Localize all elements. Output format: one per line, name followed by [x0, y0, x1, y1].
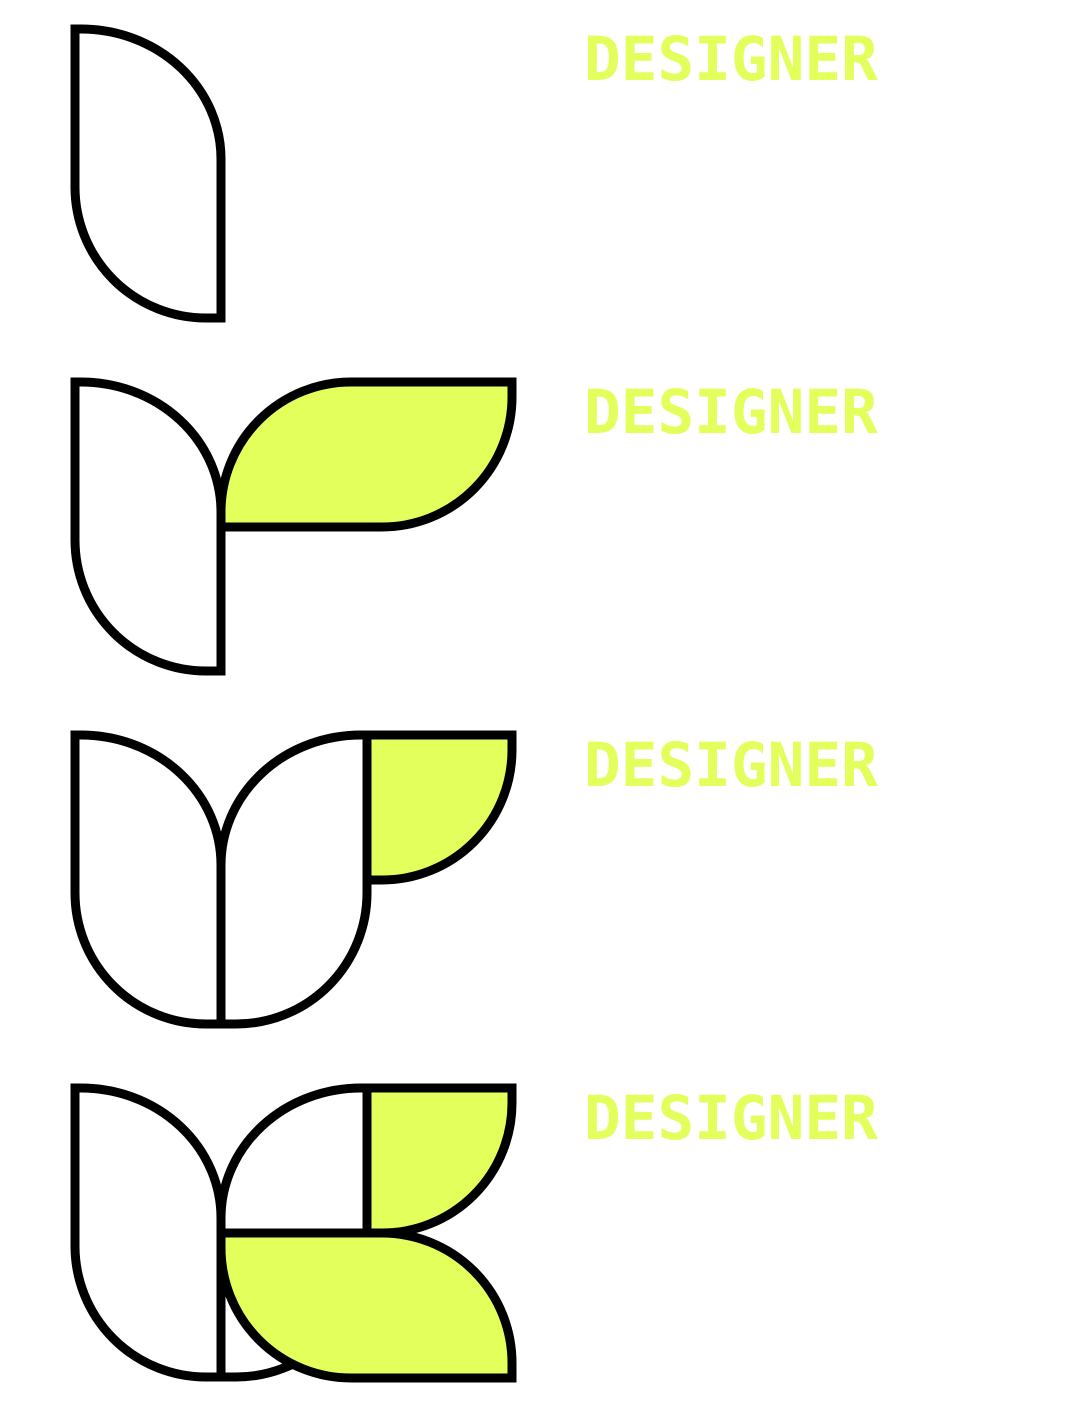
leaf-shape [70, 377, 226, 676]
bottom-petal-shape [216, 1228, 517, 1383]
petal-shape [216, 377, 517, 532]
designer-wordmark: DESIGNER [584, 730, 878, 801]
logo-row-2-mark [70, 377, 517, 676]
quarter-petal-shape [362, 1083, 517, 1238]
leaf-shape [70, 730, 226, 1029]
designer-wordmark: DESIGNER [584, 377, 878, 448]
leaf-shape [70, 24, 226, 323]
logo-row-4-mark [70, 1083, 517, 1383]
leaf-shape [70, 1083, 226, 1382]
mirrored-leaf-shape [216, 730, 372, 1029]
logo-row-1-mark [70, 24, 226, 323]
quarter-petal-shape [362, 730, 517, 885]
logo-row-3-mark [70, 730, 517, 1029]
designer-wordmark: DESIGNER [584, 24, 878, 95]
designer-wordmark: DESIGNER [584, 1083, 878, 1154]
